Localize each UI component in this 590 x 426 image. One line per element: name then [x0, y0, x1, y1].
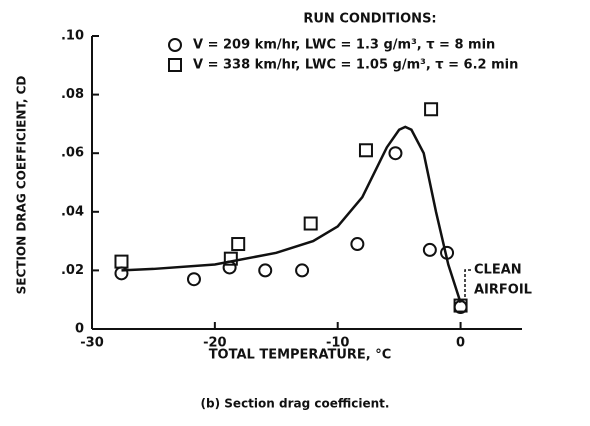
- point: [114, 254, 129, 269]
- y-tick-label: .10: [61, 29, 84, 44]
- y-tick-label: .06: [61, 146, 84, 161]
- point: [358, 143, 373, 158]
- point: [453, 298, 468, 313]
- fit-curve: [121, 125, 462, 304]
- y-axis-label: SECTION DRAG COEFFICIENT, CD: [15, 76, 29, 295]
- y-tick-label: 0: [75, 322, 84, 337]
- point: [424, 102, 439, 117]
- point: [231, 237, 246, 252]
- x-tick-label: -10: [326, 336, 350, 351]
- x-axis-label: TOTAL TEMPERATURE, °C: [209, 348, 392, 363]
- point: [388, 146, 403, 161]
- point: [223, 251, 238, 266]
- point: [295, 263, 310, 278]
- legend-label: V = 338 km/hr, LWC = 1.05 g/m³, τ = 6.2 …: [193, 58, 518, 73]
- point: [186, 272, 201, 287]
- annotation: AIRFOIL: [474, 283, 532, 298]
- annotation-leader: [464, 269, 471, 300]
- point: [222, 260, 237, 275]
- point: [350, 237, 365, 252]
- point: [258, 263, 273, 278]
- y-tick-label: .02: [61, 263, 84, 278]
- x-tick-label: -20: [203, 336, 227, 351]
- annotation: CLEAN: [474, 263, 522, 278]
- y-tick-label: .08: [61, 87, 84, 102]
- point: [422, 242, 437, 257]
- caption: (b) Section drag coefficient.: [201, 397, 390, 411]
- point: [303, 216, 318, 231]
- legend-title: RUN CONDITIONS:: [303, 12, 436, 27]
- x-tick-label: -30: [80, 336, 104, 351]
- legend-marker: [168, 38, 182, 52]
- point: [114, 266, 129, 281]
- point: [440, 245, 455, 260]
- legend-label: V = 209 km/hr, LWC = 1.3 g/m³, τ = 8 min: [193, 38, 495, 53]
- y-tick-label: .04: [61, 204, 84, 219]
- legend-marker: [168, 58, 182, 72]
- x-tick-label: 0: [456, 336, 465, 351]
